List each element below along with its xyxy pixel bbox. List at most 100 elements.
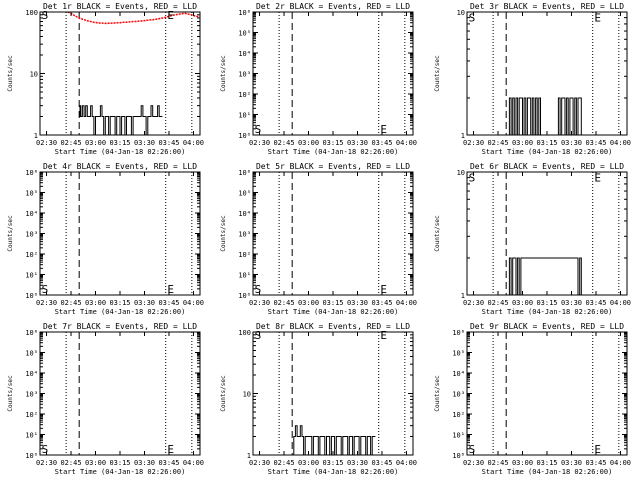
x-tick-label: 02:30 <box>249 459 270 467</box>
x-tick-label: 03:15 <box>536 139 557 147</box>
y-tick-label: 10¹ <box>452 432 465 440</box>
x-tick-label: 03:45 <box>371 299 392 307</box>
x-tick-label: 04:00 <box>610 299 631 307</box>
x-axis-label: Start Time (04-Jan-18 02:26:00) <box>482 308 613 316</box>
y-axis-label: Counts/sec <box>434 55 441 92</box>
x-tick-label: 02:45 <box>273 299 294 307</box>
y-tick-label: 10² <box>238 251 251 259</box>
end-marker: E <box>167 283 174 296</box>
plot-frame <box>252 171 414 296</box>
y-tick-label: 10⁵ <box>238 30 251 38</box>
x-tick-label: 03:30 <box>561 459 582 467</box>
y-tick-label: 10 <box>243 391 251 399</box>
plot-frame <box>39 171 201 296</box>
x-tick-label: 04:00 <box>610 139 631 147</box>
y-tick-label: 10¹ <box>238 112 251 120</box>
series-lld-line <box>67 11 199 25</box>
x-tick-label: 03:00 <box>298 139 319 147</box>
series-events-line <box>507 257 582 296</box>
x-axis-label: Start Time (04-Jan-18 02:26:00) <box>55 148 186 156</box>
x-tick-label: 02:30 <box>463 459 484 467</box>
start-marker: S <box>469 12 476 25</box>
x-tick-label: 03:45 <box>585 459 606 467</box>
x-tick-label: 02:45 <box>487 139 508 147</box>
x-tick-label: 04:00 <box>610 459 631 467</box>
y-tick-label: 10¹ <box>25 432 38 440</box>
x-tick-label: 03:30 <box>561 139 582 147</box>
x-tick-label: 03:15 <box>322 139 343 147</box>
y-axis-label: Counts/sec <box>220 375 227 412</box>
x-tick-label: 02:45 <box>60 459 81 467</box>
plot-frame <box>466 171 628 296</box>
x-tick-label: 03:00 <box>85 139 106 147</box>
x-tick-label: 03:30 <box>347 459 368 467</box>
series-events-line <box>507 97 582 136</box>
x-tick-label: 03:15 <box>109 139 130 147</box>
y-tick-label: 10⁰ <box>25 292 38 300</box>
series-events-line <box>79 105 163 136</box>
y-axis-label: Counts/sec <box>7 215 14 252</box>
y-tick-label: 10⁵ <box>25 190 38 198</box>
x-tick-label: 04:00 <box>183 299 204 307</box>
y-tick-label: 10⁵ <box>25 350 38 358</box>
y-tick-label: 1 <box>34 132 38 140</box>
y-axis-label: Counts/sec <box>220 55 227 92</box>
y-tick-label: 10³ <box>452 391 465 399</box>
y-tick-label: 10³ <box>25 391 38 399</box>
x-tick-label: 03:30 <box>134 139 155 147</box>
y-tick-label: 10 <box>457 169 465 177</box>
y-tick-label: 10³ <box>238 71 251 79</box>
y-tick-label: 10⁴ <box>25 370 38 378</box>
y-tick-label: 10³ <box>25 231 38 239</box>
x-tick-label: 03:00 <box>512 299 533 307</box>
x-tick-label: 02:30 <box>36 139 57 147</box>
x-tick-label: 03:15 <box>536 299 557 307</box>
x-tick-label: 04:00 <box>396 139 417 147</box>
chart-title: Det 5r BLACK = Events, RED = LLD <box>256 162 410 171</box>
y-tick-label: 10² <box>25 251 38 259</box>
x-tick-label: 03:15 <box>109 299 130 307</box>
end-marker: E <box>594 443 601 456</box>
y-axis-label: Counts/sec <box>7 55 14 92</box>
x-axis-label: Start Time (04-Jan-18 02:26:00) <box>268 468 399 476</box>
y-tick-label: 10⁰ <box>238 292 251 300</box>
x-tick-label: 03:00 <box>512 139 533 147</box>
x-tick-label: 02:45 <box>60 299 81 307</box>
chart-panel-1: Det 1r BLACK = Events, RED = LLD Counts/s… <box>7 2 204 156</box>
y-tick-label: 10¹ <box>238 272 251 280</box>
y-axis-label: Counts/sec <box>434 215 441 252</box>
x-tick-label: 03:45 <box>585 139 606 147</box>
y-tick-label: 10 <box>30 71 38 79</box>
x-tick-label: 03:00 <box>85 459 106 467</box>
x-tick-label: 02:30 <box>463 299 484 307</box>
start-marker: S <box>42 9 49 22</box>
x-tick-label: 02:45 <box>487 459 508 467</box>
x-axis-label: Start Time (04-Jan-18 02:26:00) <box>55 308 186 316</box>
chart-panel-8: Det 8r BLACK = Events, RED = LLD Counts/s… <box>220 322 417 476</box>
x-tick-label: 03:15 <box>322 299 343 307</box>
x-tick-label: 02:30 <box>249 139 270 147</box>
y-tick-label: 10⁶ <box>238 169 251 177</box>
x-tick-label: 03:15 <box>536 459 557 467</box>
end-marker: E <box>594 12 601 25</box>
x-tick-label: 03:15 <box>109 459 130 467</box>
chart-title: Det 8r BLACK = Events, RED = LLD <box>256 322 410 331</box>
y-tick-label: 1 <box>247 452 251 460</box>
y-tick-label: 10⁶ <box>452 329 465 337</box>
y-axis-label: Counts/sec <box>220 215 227 252</box>
chart-panel-7: Det 7r BLACK = Events, RED = LLD Counts/s… <box>7 322 204 476</box>
chart-panel-2: Det 2r BLACK = Events, RED = LLD Counts/s… <box>220 2 417 156</box>
y-tick-label: 10⁰ <box>25 452 38 460</box>
x-tick-label: 02:30 <box>249 299 270 307</box>
y-tick-label: 10⁶ <box>238 9 251 17</box>
y-tick-label: 10² <box>238 91 251 99</box>
end-marker: E <box>380 329 387 342</box>
y-tick-label: 10⁵ <box>238 190 251 198</box>
start-marker: S <box>42 443 49 456</box>
y-axis-label: Counts/sec <box>7 375 14 412</box>
x-tick-label: 04:00 <box>396 299 417 307</box>
x-tick-label: 03:30 <box>561 299 582 307</box>
x-tick-label: 04:00 <box>183 459 204 467</box>
end-marker: E <box>167 443 174 456</box>
